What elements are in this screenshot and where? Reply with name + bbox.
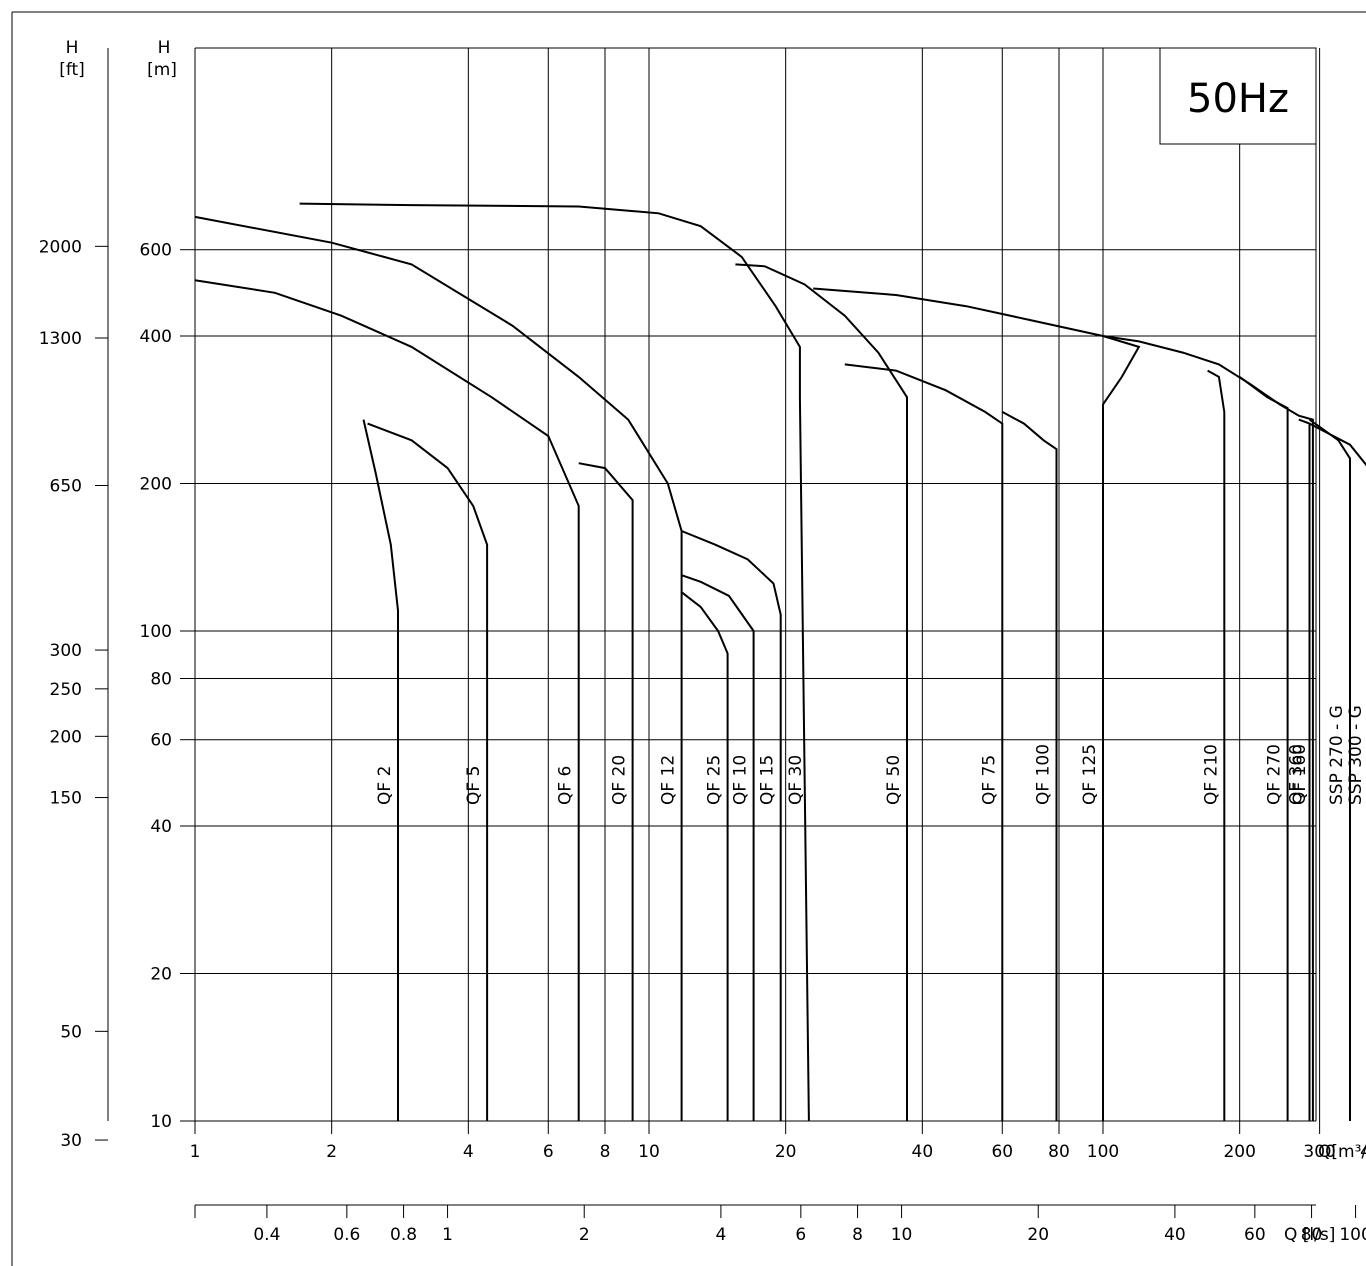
x-m3h-tick-label: 100 — [1087, 1142, 1119, 1162]
curve-qf-6 — [194, 279, 580, 1121]
y-m-tick-label: 20 — [150, 964, 172, 984]
x-ls-tick-label: 80 — [1301, 1225, 1323, 1245]
series-label: QF 360 — [1287, 744, 1307, 805]
curve-ssp-270-g — [1308, 418, 1351, 1121]
series-label: SSP 270 - G — [1327, 705, 1347, 805]
curve-qf-10 — [681, 574, 755, 1121]
y-ft-tick-label: 200 — [50, 727, 82, 747]
x-m3h-axis-label: Q[m³/h] — [1318, 1142, 1366, 1162]
x-ls-tick-label: 40 — [1164, 1225, 1186, 1245]
grid-lines — [95, 48, 1357, 1218]
y-ft-tick-label: 300 — [50, 641, 82, 661]
frequency-box-border — [1159, 47, 1317, 145]
curve-qf-5 — [367, 422, 489, 1121]
y-ft-axis-title: H — [66, 38, 79, 58]
curve-qf-25 — [680, 591, 729, 1121]
x-m3h-tick-label: 400 — [1360, 1142, 1366, 1162]
curve-ssp-300-g — [1309, 422, 1366, 467]
chart-frame — [11, 11, 1366, 1266]
series-label: QF 210 — [1201, 744, 1221, 805]
y-ft-tick-label: 650 — [50, 477, 82, 497]
x-m3h-tick-label: 200 — [1223, 1142, 1255, 1162]
y-ft-tick-label: 250 — [50, 680, 82, 700]
curve-qf-30 — [299, 202, 810, 1122]
curve-qf-15 — [681, 530, 782, 1121]
y-ft-tick-label: 150 — [50, 789, 82, 809]
series-label: QF 15 — [758, 755, 778, 805]
series-label: QF 75 — [979, 755, 999, 805]
frequency-box: 50Hz — [1159, 47, 1317, 145]
x-m3h-tick-label: 300 — [1303, 1142, 1335, 1162]
curve-qf-20 — [578, 462, 634, 1121]
y-m-tick-label: 600 — [140, 241, 172, 261]
y-ft-tick-label: 2000 — [39, 237, 82, 257]
y-m-tick-label: 10 — [150, 1112, 172, 1132]
axis-labels: 1020406080100200400600H[m]30501502002503… — [39, 38, 1366, 1245]
series-label: QF 160 — [1290, 744, 1310, 805]
pump-curves — [194, 202, 1366, 1122]
x-ls-tick-label: 8 — [852, 1225, 863, 1245]
y-ft-tick-label: 1300 — [39, 329, 82, 349]
curve-qf-210 — [1207, 369, 1226, 1121]
x-m3h-tick-label: 2 — [326, 1142, 337, 1162]
y-ft-axis-unit: [ft] — [59, 60, 85, 80]
y-m-tick-label: 200 — [140, 474, 172, 494]
x-ls-tick-label: 0.8 — [390, 1225, 417, 1245]
series-label: QF 270 — [1265, 744, 1285, 805]
y-m-tick-label: 60 — [150, 731, 172, 751]
frequency-label: 50Hz — [1187, 76, 1289, 122]
x-m3h-tick-label: 8 — [600, 1142, 611, 1162]
x-ls-tick-label: 10 — [891, 1225, 913, 1245]
x-ls-tick-label: 1 — [442, 1225, 453, 1245]
x-ls-tick-label: 20 — [1027, 1225, 1049, 1245]
x-m3h-tick-label: 80 — [1048, 1142, 1070, 1162]
y-m-axis-unit: [m] — [147, 60, 177, 80]
series-label: QF 50 — [884, 755, 904, 805]
x-m3h-tick-label: 4 — [463, 1142, 474, 1162]
x-m3h-tick-label: 60 — [991, 1142, 1013, 1162]
curve-qf-75 — [844, 363, 1004, 1121]
curve-qf-2 — [362, 419, 399, 1121]
y-m-tick-label: 80 — [150, 669, 172, 689]
x-ls-tick-label: 4 — [715, 1225, 726, 1245]
series-label: QF 25 — [705, 755, 725, 805]
x-ls-tick-label: 6 — [795, 1225, 806, 1245]
x-ls-tick-label: 60 — [1244, 1225, 1266, 1245]
curve-qf-12 — [194, 215, 683, 1121]
curve-qf-100 — [1001, 411, 1058, 1121]
x-ls-tick-label: 0.4 — [253, 1225, 280, 1245]
curve-qf-125 — [813, 287, 1141, 1121]
curve-qf-270 — [1239, 376, 1289, 1121]
y-m-tick-label: 40 — [150, 817, 172, 837]
x-ls-tick-label: 2 — [579, 1225, 590, 1245]
x-m3h-tick-label: 6 — [543, 1142, 554, 1162]
series-label: QF 100 — [1034, 744, 1054, 805]
x-ls-tick-label: 100 — [1339, 1225, 1366, 1245]
y-m-tick-label: 100 — [140, 622, 172, 642]
series-label: QF 2 — [375, 766, 395, 805]
x-ls-axis-label: Q [l/s] — [1284, 1225, 1335, 1245]
y-m-tick-label: 400 — [140, 327, 172, 347]
series-label: QF 20 — [610, 755, 630, 805]
series-label: QF 6 — [556, 766, 576, 805]
y-m-axis-title: H — [158, 38, 171, 58]
x-m3h-tick-label: 1 — [190, 1142, 201, 1162]
series-label: QF 12 — [659, 755, 679, 805]
x-ls-tick-label: 0.6 — [333, 1225, 360, 1245]
series-label: SSP 300 - G — [1346, 705, 1366, 805]
x-m3h-tick-label: 20 — [775, 1142, 797, 1162]
y-ft-tick-label: 30 — [60, 1131, 82, 1151]
curve-qf-160 — [1102, 335, 1314, 1121]
series-label: QF 5 — [464, 766, 484, 805]
curve-qf-50 — [735, 263, 908, 1121]
x-m3h-tick-label: 10 — [638, 1142, 660, 1162]
series-label: QF 125 — [1080, 744, 1100, 805]
series-label: QF 10 — [731, 755, 751, 805]
x-m3h-tick-label: 40 — [912, 1142, 934, 1162]
series-label: QF 30 — [786, 755, 806, 805]
y-ft-tick-label: 50 — [60, 1022, 82, 1042]
